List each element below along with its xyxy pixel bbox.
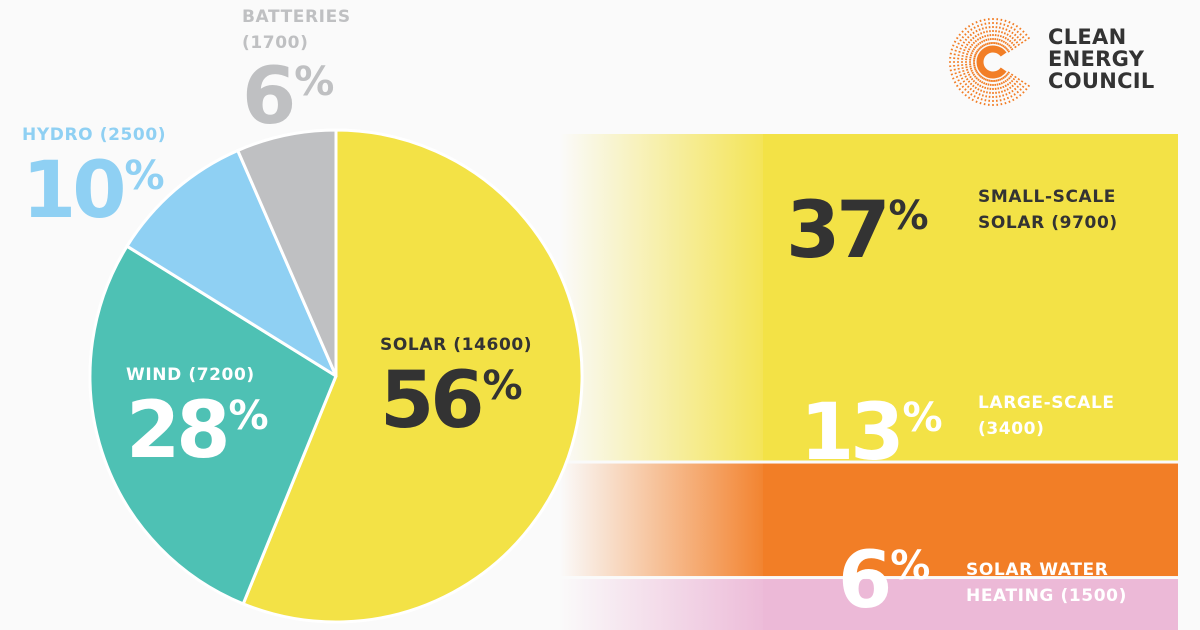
solar-percent: 56% — [380, 356, 523, 446]
pie-slice-solar — [241, 128, 584, 624]
breakdown-band-2 — [763, 579, 1178, 630]
band-fade-2 — [560, 579, 763, 630]
pie-slice-batteries — [236, 128, 338, 378]
sunburst-c-icon — [947, 16, 1032, 108]
solar-water-heating-percent: 6% — [838, 536, 931, 626]
wind-label: WIND (7200) — [126, 365, 255, 385]
pie-slice-hydro — [125, 148, 338, 378]
breakdown-band-0 — [763, 134, 1178, 461]
pie-slice-wind — [88, 244, 338, 606]
large-scale-percent: 13% — [800, 388, 943, 478]
wind-percent: 28% — [126, 386, 269, 476]
hydro-label: HYDRO (2500) — [22, 125, 167, 145]
solar-water-heating-label: SOLAR WATER HEATING (1500) — [966, 560, 1127, 606]
hydro-percent: 10% — [22, 146, 165, 236]
logo: CLEAN ENERGY COUNCIL — [1048, 25, 1155, 93]
solar-label: SOLAR (14600) — [380, 335, 533, 355]
breakdown-band-1 — [763, 463, 1178, 577]
batteries-label: BATTERIES (1700) — [242, 7, 351, 53]
small-scale-solar-label: SMALL-SCALE SOLAR (9700) — [978, 187, 1118, 233]
band-fade-0 — [560, 134, 763, 461]
batteries-percent: 6% — [242, 52, 335, 142]
band-fade-1 — [560, 463, 763, 577]
large-scale-label: LARGE-SCALE (3400) — [978, 393, 1115, 439]
small-scale-solar-percent: 37% — [786, 186, 929, 276]
